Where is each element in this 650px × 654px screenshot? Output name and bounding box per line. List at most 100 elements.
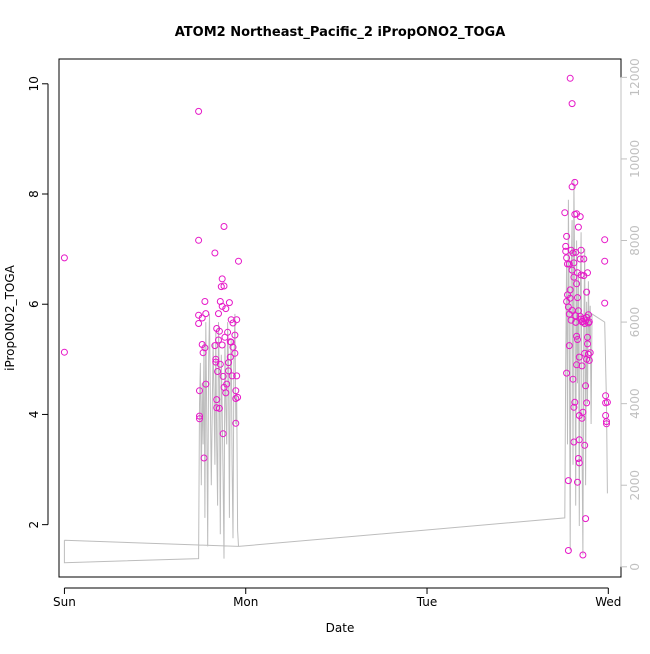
- data-point: [568, 100, 576, 108]
- y-axis: 2 4 6 8 10: [27, 76, 49, 528]
- data-point: [570, 259, 578, 267]
- data-point: [566, 286, 574, 294]
- data-point: [584, 319, 592, 327]
- data-point: [232, 387, 240, 395]
- data-point: [202, 310, 210, 318]
- data-point: [233, 372, 241, 380]
- data-point: [222, 389, 230, 397]
- data-point: [576, 255, 584, 263]
- data-point: [198, 314, 206, 322]
- data-point: [573, 332, 581, 340]
- data-point: [218, 341, 226, 349]
- plot-frame: [58, 58, 622, 578]
- data-point: [574, 223, 582, 231]
- y2-tick-label: 12000: [628, 58, 642, 96]
- data-point: [581, 441, 589, 449]
- data-point: [199, 349, 207, 357]
- y-tick-label: 4: [27, 411, 41, 419]
- data-point: [222, 305, 230, 313]
- data-point: [578, 362, 586, 370]
- data-point: [585, 318, 593, 326]
- data-point: [566, 294, 574, 302]
- data-point: [216, 360, 224, 368]
- x-axis-label: Date: [326, 621, 355, 635]
- data-point: [196, 387, 203, 395]
- data-point: [579, 551, 587, 559]
- data-point: [575, 436, 583, 444]
- data-point: [211, 249, 219, 257]
- data-point: [574, 294, 581, 302]
- data-point: [574, 269, 581, 277]
- data-point: [579, 408, 587, 416]
- y2-tick-label: 8000: [628, 225, 642, 256]
- data-point: [60, 254, 68, 262]
- data-point: [563, 369, 571, 377]
- data-point: [196, 412, 203, 420]
- x-tick-label: Sun: [53, 595, 76, 609]
- data-point: [601, 299, 609, 307]
- data-point: [225, 367, 232, 375]
- data-point: [565, 342, 573, 350]
- data-point: [574, 336, 581, 343]
- y-tick-label: 10: [27, 76, 41, 91]
- data-point: [585, 356, 593, 364]
- data-point: [195, 236, 203, 244]
- x-tick-label: Wed: [595, 595, 621, 609]
- data-point: [218, 302, 226, 310]
- data-point: [234, 393, 242, 401]
- data-point: [569, 375, 577, 383]
- data-point: [577, 271, 585, 279]
- data-point: [195, 107, 203, 115]
- y2-tick-label: 6000: [628, 307, 642, 338]
- data-point: [223, 380, 231, 388]
- data-point: [602, 392, 610, 400]
- data-point: [568, 266, 576, 274]
- data-point: [564, 477, 572, 485]
- y2-tick-label: 0: [628, 563, 642, 571]
- data-point: [215, 336, 222, 344]
- data-point: [580, 255, 588, 263]
- x-axis: Sun Mon Tue Wed: [53, 587, 621, 609]
- data-point: [561, 209, 569, 217]
- data-point: [602, 412, 610, 419]
- y-tick-label: 8: [27, 190, 41, 198]
- data-point: [584, 269, 591, 277]
- data-point: [220, 282, 228, 290]
- data-point: [566, 74, 574, 82]
- data-point: [575, 353, 583, 361]
- data-point: [231, 349, 239, 357]
- data-point: [220, 223, 228, 230]
- data-point: [213, 396, 221, 404]
- data-point: [582, 382, 590, 390]
- data-point: [570, 403, 578, 411]
- data-point: [211, 342, 219, 350]
- points-layer: [60, 74, 611, 559]
- data-point: [229, 343, 237, 351]
- data-point: [583, 399, 591, 407]
- x-tick-label: Tue: [416, 595, 438, 609]
- data-point: [215, 310, 222, 318]
- y2-tick-label: 4000: [628, 388, 642, 419]
- data-point: [574, 455, 582, 462]
- data-point: [225, 299, 233, 307]
- data-point: [232, 419, 240, 427]
- y2-axis: 0 2000 4000 6000 8000 10000 12000: [620, 58, 642, 571]
- data-point: [235, 257, 242, 265]
- data-point: [571, 178, 579, 186]
- data-point: [601, 257, 609, 265]
- data-point: [212, 355, 220, 363]
- data-point: [228, 372, 236, 380]
- data-point: [201, 298, 209, 305]
- data-point: [195, 320, 203, 327]
- data-point: [575, 459, 583, 467]
- data-point: [233, 316, 241, 324]
- data-point: [219, 372, 227, 380]
- data-point: [232, 395, 240, 402]
- data-point: [603, 420, 610, 428]
- data-point: [226, 353, 234, 361]
- data-point: [201, 344, 209, 352]
- secondary-line-layer: [63, 179, 608, 564]
- data-point: [217, 283, 225, 291]
